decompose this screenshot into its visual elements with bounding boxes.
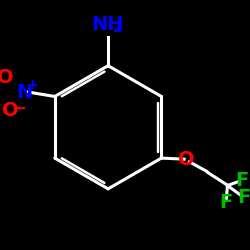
Text: N: N (16, 82, 32, 102)
Text: 2: 2 (113, 21, 123, 35)
Text: O: O (0, 68, 14, 87)
Text: +: + (26, 78, 38, 92)
Text: F: F (237, 188, 250, 207)
Text: O: O (2, 101, 19, 120)
Text: NH: NH (91, 15, 123, 34)
Text: O: O (178, 150, 195, 169)
Text: −: − (13, 101, 26, 116)
Text: F: F (220, 192, 233, 212)
Text: F: F (235, 170, 248, 190)
